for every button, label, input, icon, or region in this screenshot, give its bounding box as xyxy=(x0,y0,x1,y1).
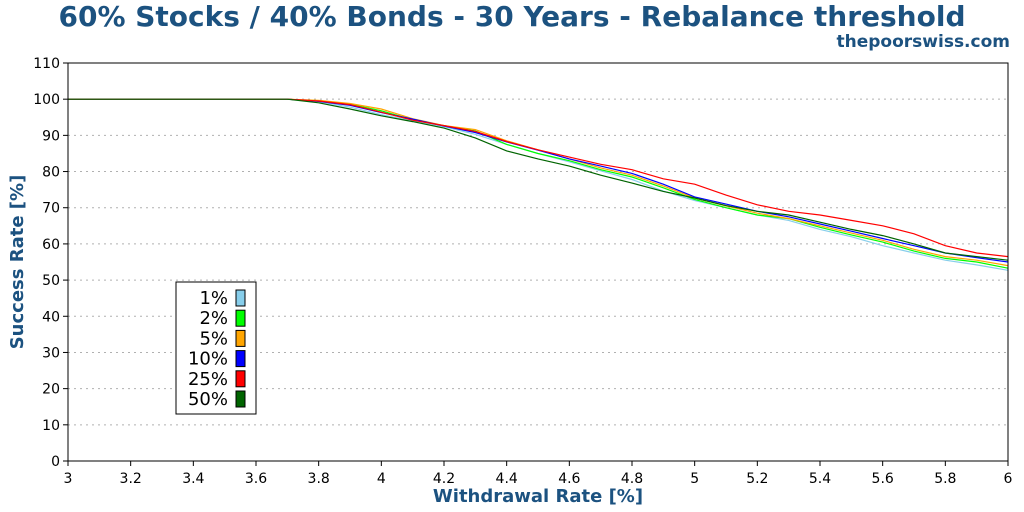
series-line-5pct xyxy=(68,98,1009,267)
legend-label: 1% xyxy=(199,288,228,309)
series-line-50pct xyxy=(68,98,1009,261)
legend-swatch xyxy=(235,390,246,408)
x-tick-label: 3.2 xyxy=(120,471,142,487)
x-tick-label: 3.8 xyxy=(308,471,330,487)
y-tick-label: 30 xyxy=(42,345,60,361)
legend-swatch xyxy=(235,350,246,368)
series-line-25pct xyxy=(68,98,1009,258)
chart-title: 60% Stocks / 40% Bonds - 30 Years - Reba… xyxy=(58,0,966,33)
legend-swatch xyxy=(235,329,246,347)
series-line-10pct xyxy=(68,98,1009,263)
legend-label: 2% xyxy=(199,308,228,329)
legend-swatch xyxy=(235,309,246,327)
x-tick-label: 5.2 xyxy=(746,471,768,487)
chart-subtitle: thepoorswiss.com xyxy=(836,32,1011,52)
x-tick-label: 3.6 xyxy=(245,471,267,487)
x-tick-label: 6 xyxy=(1004,471,1013,487)
x-tick-label: 5.6 xyxy=(872,471,894,487)
x-tick-label: 4 xyxy=(377,471,386,487)
y-tick-label: 80 xyxy=(42,165,60,181)
series-lines xyxy=(68,98,1009,271)
x-tick-label: 5.8 xyxy=(934,471,956,487)
legend-label: 10% xyxy=(188,349,228,370)
x-axis-title: Withdrawal Rate [%] xyxy=(433,486,643,507)
legend-label: 50% xyxy=(188,389,228,410)
legend-swatch xyxy=(235,289,246,307)
x-tick-label: 5.4 xyxy=(809,471,831,487)
y-axis-title: Success Rate [%] xyxy=(7,175,28,350)
legend-swatch xyxy=(235,370,246,388)
y-tick-label: 50 xyxy=(42,273,60,289)
x-tick-label: 4.8 xyxy=(621,471,643,487)
x-tick-label: 5 xyxy=(690,471,699,487)
y-tick-label: 70 xyxy=(42,201,60,217)
y-tick-label: 0 xyxy=(51,454,60,470)
x-tick-label: 4.2 xyxy=(433,471,455,487)
x-tick-label: 3.4 xyxy=(182,471,204,487)
series-line-1pct xyxy=(68,98,1009,271)
series-line-2pct xyxy=(68,98,1009,269)
y-tick-label: 60 xyxy=(42,237,60,253)
y-tick-label: 20 xyxy=(42,382,60,398)
y-tick-label: 100 xyxy=(33,92,60,108)
y-tick-label: 40 xyxy=(42,309,60,325)
x-tick-label: 4.6 xyxy=(558,471,580,487)
y-tick-label: 10 xyxy=(42,418,60,434)
legend: 1%2%5%10%25%50% xyxy=(175,281,257,415)
legend-label: 25% xyxy=(188,369,228,390)
axis-ticks: 0 10 20 30 40 50 60 70 80 90 100 110 3 3.2 3.4 3.6 3.8 4 4… xyxy=(33,56,1012,487)
plot-frame xyxy=(67,62,1009,462)
x-tick-label: 4.4 xyxy=(496,471,518,487)
y-tick-label: 90 xyxy=(42,128,60,144)
y-tick-label: 110 xyxy=(33,56,60,72)
x-tick-label: 3 xyxy=(64,471,73,487)
legend-label: 5% xyxy=(199,328,228,349)
